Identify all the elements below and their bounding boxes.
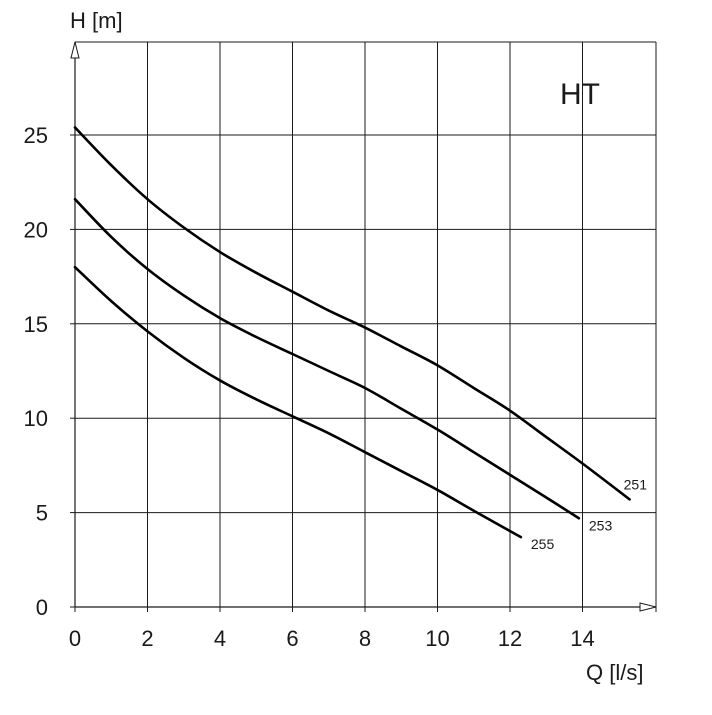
y-tick-label: 5 <box>36 501 48 526</box>
x-tick-label: 0 <box>69 626 81 651</box>
x-axis-title: Q [l/s] <box>586 660 643 685</box>
y-tick-label: 25 <box>24 123 48 148</box>
chart-title: HT <box>560 78 600 111</box>
x-tick-label: 12 <box>498 626 522 651</box>
x-tick-label: 10 <box>425 626 449 651</box>
x-tick-label: 8 <box>359 626 371 651</box>
grid-lines <box>75 41 657 607</box>
tick-labels: 0 2 4 6 8 10 12 14 0 5 10 15 20 25 <box>24 123 595 651</box>
y-tick-label: 10 <box>24 406 48 431</box>
curve-label-255: 255 <box>531 536 555 552</box>
y-tick-label: 0 <box>36 595 48 620</box>
curve-label-253: 253 <box>589 517 613 533</box>
x-axis-arrow-icon <box>639 602 657 612</box>
curve-253 <box>73 197 581 520</box>
curves <box>73 126 631 539</box>
curve-label-251: 251 <box>624 476 648 492</box>
y-tick-label: 20 <box>24 217 48 242</box>
curve-255 <box>73 265 523 539</box>
x-tick-label: 6 <box>286 626 298 651</box>
y-axis-title: H [m] <box>70 8 123 33</box>
y-tick-label: 15 <box>24 312 48 337</box>
x-tick-label: 2 <box>141 626 153 651</box>
axes <box>70 41 657 612</box>
y-axis-arrow-icon <box>70 41 80 59</box>
curve-labels: 251 253 255 <box>531 476 647 552</box>
curve-251 <box>73 126 631 501</box>
x-tick-label: 4 <box>214 626 226 651</box>
x-tick-label: 14 <box>570 626 594 651</box>
